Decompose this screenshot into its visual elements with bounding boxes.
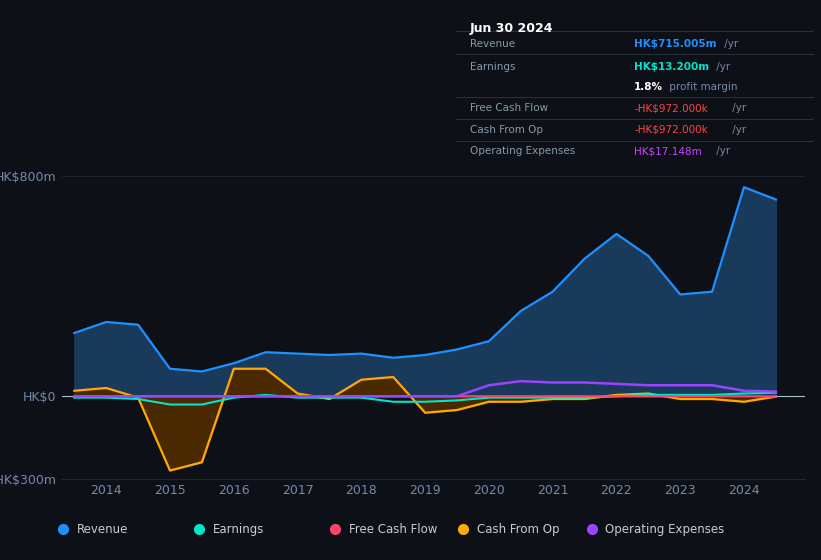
Text: /yr: /yr <box>728 125 745 135</box>
Text: Cash From Op: Cash From Op <box>477 522 559 536</box>
Text: profit margin: profit margin <box>666 82 737 92</box>
Text: -HK$972.000k: -HK$972.000k <box>635 103 708 113</box>
Text: Operating Expenses: Operating Expenses <box>470 146 576 156</box>
Text: /yr: /yr <box>728 103 745 113</box>
Text: Free Cash Flow: Free Cash Flow <box>470 103 548 113</box>
Text: /yr: /yr <box>721 39 738 49</box>
Text: HK$715.005m: HK$715.005m <box>635 39 717 49</box>
Text: Revenue: Revenue <box>470 39 515 49</box>
Text: Operating Expenses: Operating Expenses <box>605 522 725 536</box>
Text: 1.8%: 1.8% <box>635 82 663 92</box>
Text: Cash From Op: Cash From Op <box>470 125 543 135</box>
Text: /yr: /yr <box>713 146 730 156</box>
Text: Jun 30 2024: Jun 30 2024 <box>470 22 553 35</box>
Text: HK$13.200m: HK$13.200m <box>635 62 709 72</box>
Text: Earnings: Earnings <box>470 62 516 72</box>
Text: HK$17.148m: HK$17.148m <box>635 146 702 156</box>
Text: /yr: /yr <box>713 62 730 72</box>
Text: Earnings: Earnings <box>213 522 264 536</box>
Text: Revenue: Revenue <box>76 522 128 536</box>
Text: Free Cash Flow: Free Cash Flow <box>349 522 437 536</box>
Text: -HK$972.000k: -HK$972.000k <box>635 125 708 135</box>
